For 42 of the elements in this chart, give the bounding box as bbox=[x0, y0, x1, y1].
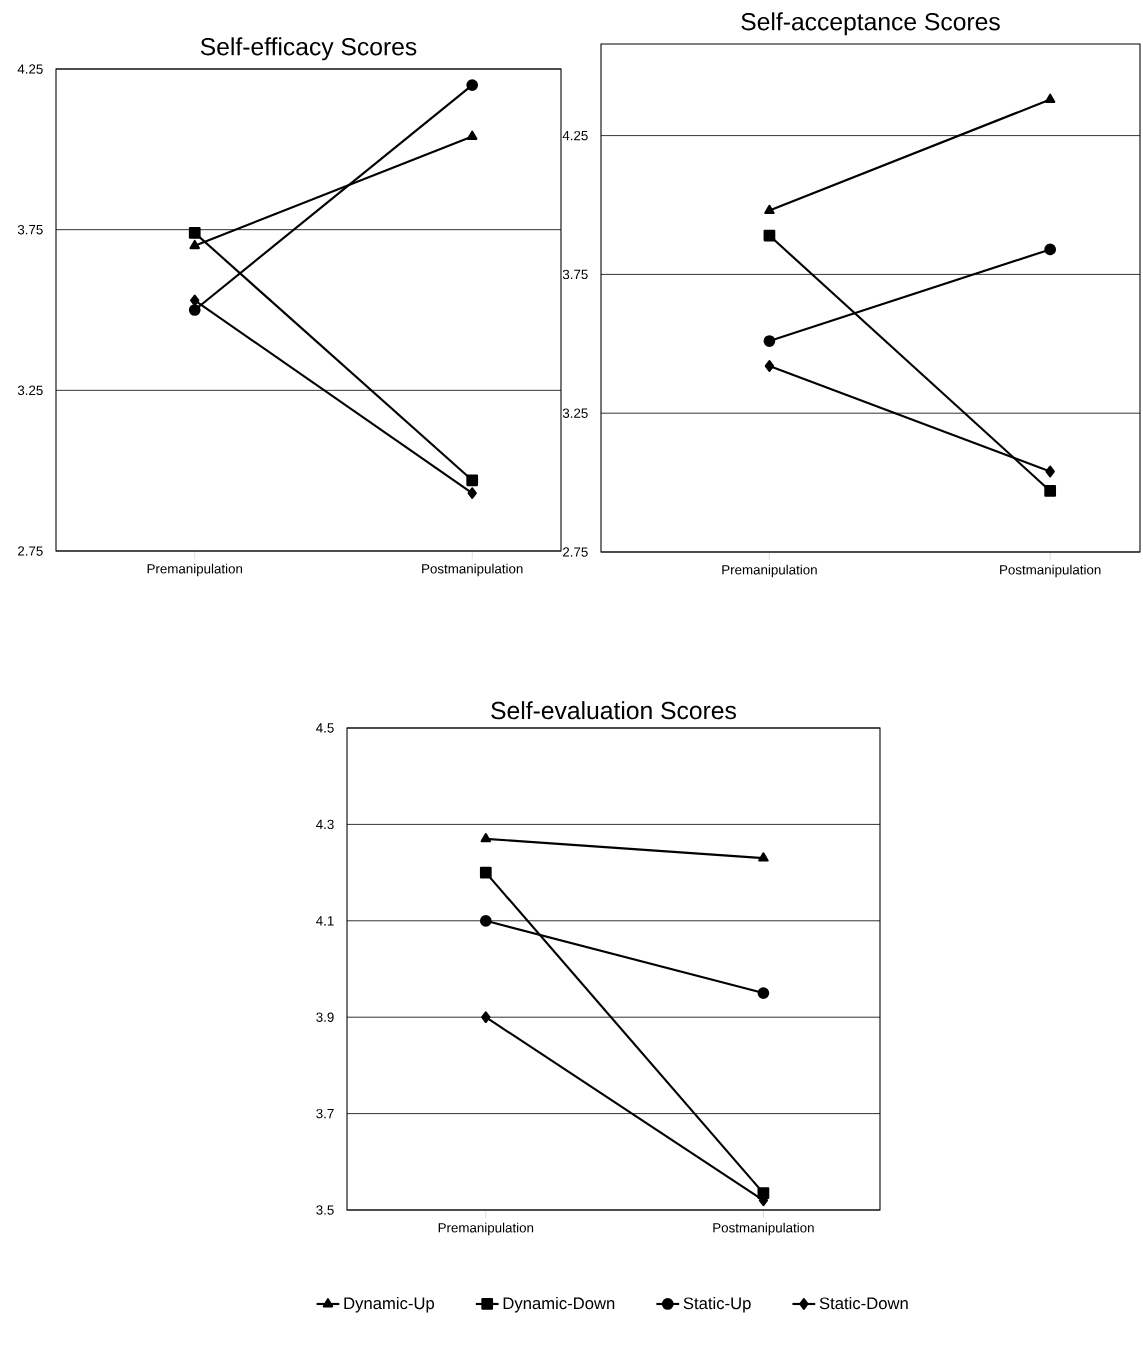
chart-title: Self-acceptance Scores bbox=[741, 12, 1000, 36]
y-tick-label: 2.75 bbox=[563, 547, 588, 557]
point bbox=[188, 227, 201, 239]
legend-label: Static-Down bbox=[819, 1296, 908, 1310]
point bbox=[1044, 243, 1057, 256]
x-tick-label: Postmanipulation bbox=[1000, 564, 1101, 578]
y-tick-label: 3.75 bbox=[562, 269, 588, 280]
point bbox=[763, 229, 776, 242]
point bbox=[764, 360, 775, 372]
x-tick-label: Postmanipulation bbox=[422, 563, 523, 577]
point bbox=[763, 335, 776, 347]
chart-title: Self-evaluation Scores bbox=[491, 701, 736, 720]
chart-title: Self-efficacy Scores bbox=[200, 37, 417, 61]
y-tick-label: 4.5 bbox=[316, 723, 334, 733]
point bbox=[1045, 465, 1055, 478]
point bbox=[479, 914, 492, 927]
point bbox=[1044, 485, 1057, 497]
y-tick-label: 4.25 bbox=[562, 130, 588, 141]
y-tick-label: 4.25 bbox=[17, 64, 43, 74]
y-tick-label: 3.9 bbox=[316, 1012, 334, 1022]
y-tick-label: 4.1 bbox=[316, 916, 334, 926]
point bbox=[188, 304, 201, 316]
y-tick-label: 2.75 bbox=[18, 546, 43, 556]
x-tick-label: Premanipulation bbox=[438, 1222, 534, 1236]
point bbox=[466, 79, 479, 91]
x-tick-label: Premanipulation bbox=[147, 563, 243, 577]
y-tick-label: 3.25 bbox=[17, 385, 43, 396]
y-tick-label: 4.3 bbox=[316, 819, 334, 830]
point bbox=[757, 987, 770, 999]
y-tick-label: 3.75 bbox=[17, 224, 43, 235]
point bbox=[467, 487, 477, 500]
point bbox=[466, 474, 479, 487]
x-tick-label: Premanipulation bbox=[722, 564, 817, 578]
x-tick-label: Postmanipulation bbox=[713, 1222, 814, 1236]
legend-label: Dynamic-Down bbox=[503, 1296, 615, 1313]
y-tick-label: 3.7 bbox=[316, 1108, 334, 1119]
legend-label: Dynamic-Up bbox=[344, 1296, 435, 1313]
point bbox=[479, 866, 492, 879]
y-tick-label: 3.25 bbox=[562, 408, 588, 418]
legend-label: Static-Up bbox=[683, 1296, 751, 1313]
point bbox=[481, 1011, 491, 1024]
y-tick-label: 3.5 bbox=[316, 1205, 334, 1215]
